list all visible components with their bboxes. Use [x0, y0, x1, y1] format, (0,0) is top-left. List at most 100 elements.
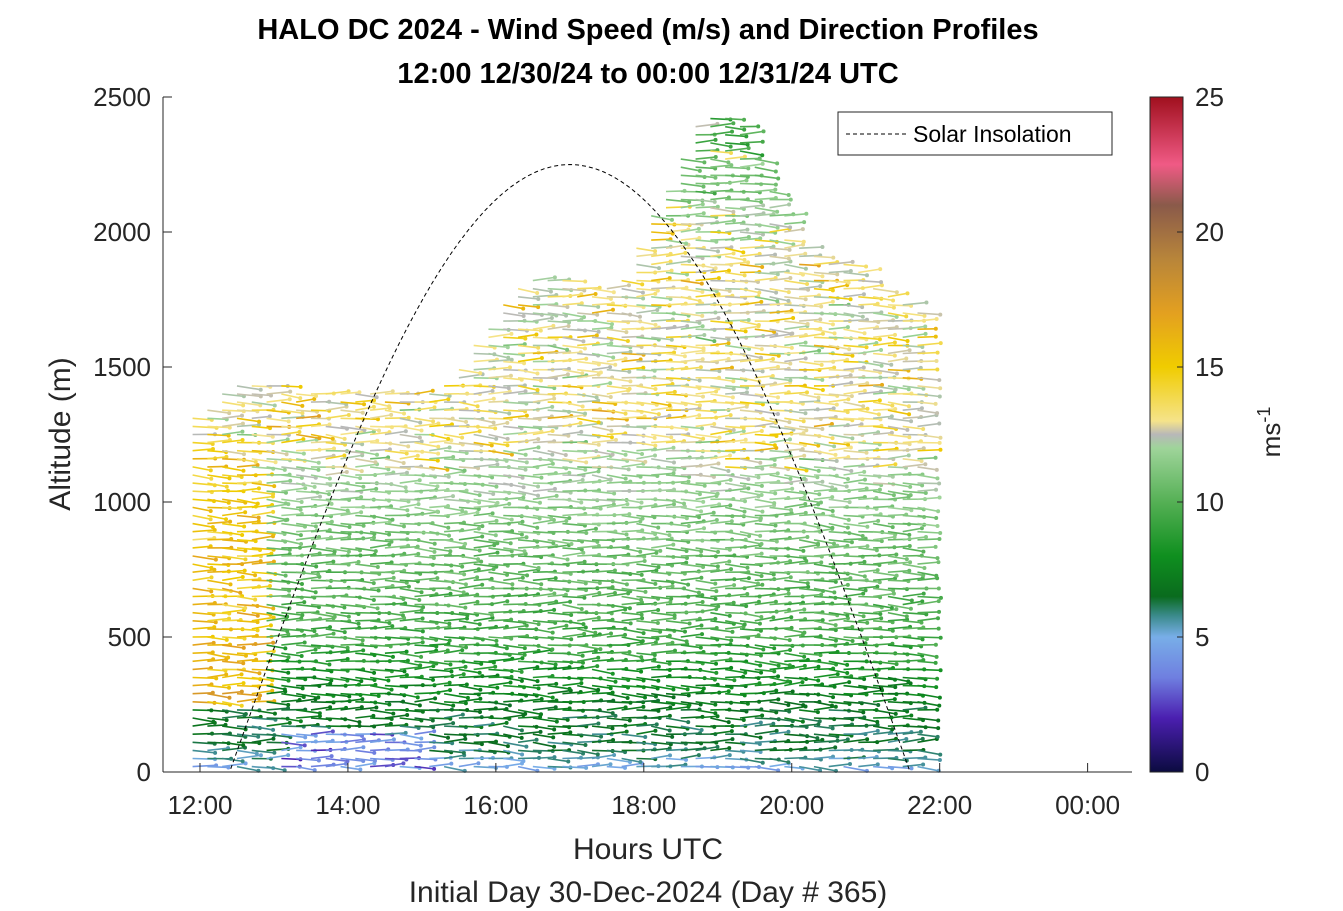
wind-barb-dot: [431, 664, 436, 669]
wind-barb-dot: [447, 621, 452, 626]
wind-barb: [236, 385, 263, 392]
wind-barb-shaft: [266, 722, 290, 727]
wind-barb-shaft: [251, 717, 276, 721]
wind-barb-dot: [327, 492, 332, 497]
wind-barb-dot: [596, 442, 601, 447]
wind-barb-dot: [269, 551, 274, 556]
wind-barb-dot: [596, 420, 601, 425]
wind-barb-dot: [253, 459, 258, 464]
wind-barb-dot: [536, 565, 541, 570]
wind-barb-shaft: [251, 676, 273, 682]
wind-barb-dot: [447, 680, 452, 685]
wind-barb-shaft: [532, 683, 557, 687]
wind-barb-dot: [490, 511, 495, 516]
wind-barb-shaft: [443, 765, 465, 772]
wind-barb-dot: [416, 551, 421, 556]
wind-barb-shaft: [222, 466, 244, 472]
wind-barb-dot: [463, 736, 468, 741]
wind-barb: [266, 397, 292, 403]
wind-barb-dot: [430, 677, 435, 682]
wind-barb-dot: [608, 381, 613, 386]
wind-barb-shaft: [296, 423, 320, 428]
wind-barb-dot: [448, 662, 453, 667]
wind-barb: [251, 688, 275, 695]
wind-barb: [355, 398, 377, 403]
wind-barb-dot: [583, 742, 588, 747]
wind-barb: [207, 498, 231, 505]
wind-barb-dot: [522, 646, 527, 651]
wind-barb: [414, 482, 440, 489]
wind-barb-dot: [672, 613, 677, 618]
wind-barb: [325, 506, 350, 513]
wind-barb-shaft: [325, 405, 347, 411]
wind-barb: [266, 490, 288, 495]
wind-barb-shaft: [266, 587, 290, 592]
wind-barb-dot: [584, 530, 589, 535]
wind-barb-dot: [639, 500, 644, 505]
wind-barb-shaft: [251, 650, 274, 654]
wind-barb-dot: [239, 689, 244, 694]
wind-barb-dot: [551, 323, 556, 328]
wind-barb-dot: [656, 664, 661, 669]
wind-barb-shaft: [236, 401, 261, 407]
wind-barb-dot: [214, 676, 219, 681]
wind-barb-shaft: [296, 634, 317, 638]
wind-barb: [458, 547, 482, 553]
wind-barb-dot: [224, 517, 229, 522]
wind-barb: [473, 664, 498, 671]
wind-barb-dot: [580, 653, 585, 658]
wind-barb-dot: [316, 460, 321, 465]
wind-barb-shaft: [310, 586, 330, 590]
wind-barb: [192, 575, 214, 582]
wind-barb-dot: [476, 761, 481, 766]
wind-barb-dot: [524, 460, 529, 465]
wind-barb-shaft: [310, 676, 332, 682]
wind-barb-shaft: [370, 577, 394, 582]
wind-barb-dot: [242, 524, 247, 529]
wind-barb-dot: [495, 550, 500, 555]
wind-barb-dot: [224, 637, 229, 642]
wind-barb: [370, 620, 392, 625]
wind-barb-shaft: [310, 570, 330, 573]
wind-barb: [251, 551, 274, 557]
wind-barb-dot: [596, 655, 601, 660]
wind-barb-shaft: [207, 673, 227, 679]
wind-barb-dot: [357, 720, 362, 725]
wind-barb-dot: [283, 573, 288, 578]
wind-barb: [310, 754, 334, 760]
wind-barb-dot: [608, 762, 613, 767]
wind-barb-dot: [524, 744, 529, 749]
wind-barb-dot: [241, 452, 246, 457]
wind-barb: [266, 587, 292, 593]
wind-barb-shaft: [444, 617, 468, 622]
wind-barb-shaft: [251, 393, 272, 397]
wind-barb-dot: [435, 509, 440, 514]
wind-barb-shaft: [266, 603, 290, 610]
wind-barb-dot: [359, 469, 364, 474]
wind-barb-dot: [548, 289, 553, 294]
wind-barb: [251, 509, 276, 517]
wind-barb: [517, 684, 541, 691]
wind-barb: [296, 757, 321, 763]
wind-barb-shaft: [207, 587, 232, 592]
wind-barb-dot: [640, 290, 645, 295]
wind-barb: [192, 620, 218, 625]
wind-barb-dot: [226, 433, 231, 438]
wind-barb-shaft: [562, 279, 586, 283]
wind-barb-dot: [671, 460, 676, 465]
wind-barb: [429, 454, 456, 460]
wind-barb-dot: [610, 307, 615, 312]
wind-barb-dot: [312, 397, 317, 402]
wind-barb-dot: [478, 696, 483, 701]
wind-barb: [251, 749, 277, 755]
wind-barb: [266, 449, 289, 457]
wind-barb-dot: [579, 681, 584, 686]
wind-barb-dot: [566, 323, 571, 328]
wind-barb-dot: [478, 687, 483, 692]
wind-barb-dot: [653, 249, 658, 254]
wind-barb-dot: [435, 576, 440, 581]
wind-barb: [621, 571, 644, 577]
wind-barb: [503, 413, 529, 420]
wind-barb: [281, 384, 303, 389]
wind-barb-dot: [653, 387, 658, 392]
